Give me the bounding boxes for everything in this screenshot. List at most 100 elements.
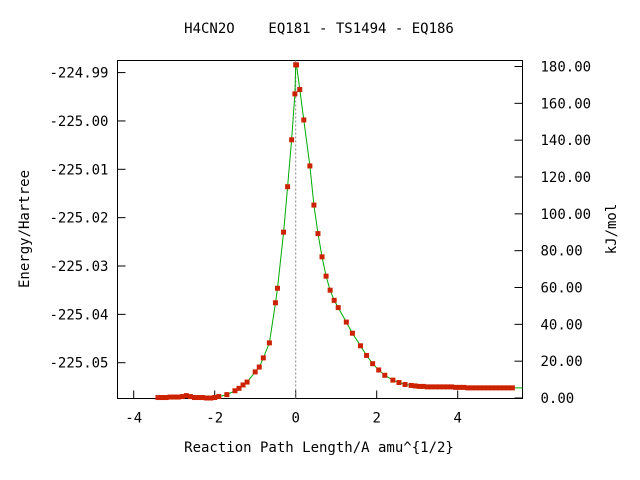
data-point xyxy=(396,380,402,386)
x-tick-label: 2 xyxy=(372,411,380,427)
data-point xyxy=(441,384,447,390)
data-point xyxy=(493,385,499,391)
data-point xyxy=(175,394,181,400)
data-point xyxy=(331,297,337,303)
data-point xyxy=(436,384,442,390)
data-point xyxy=(301,117,307,123)
data-point xyxy=(240,382,246,388)
data-point xyxy=(509,385,515,391)
data-point xyxy=(408,382,414,388)
data-point xyxy=(477,385,483,391)
data-point xyxy=(420,383,426,389)
plot-frame xyxy=(117,60,523,399)
y-right-tick-label: 0.00 xyxy=(541,391,575,407)
data-point xyxy=(204,395,210,401)
data-point xyxy=(171,394,177,400)
data-point xyxy=(481,385,487,391)
data-point xyxy=(335,305,341,311)
data-point xyxy=(191,395,197,401)
data-point xyxy=(216,394,222,400)
data-point xyxy=(285,184,291,190)
data-point xyxy=(297,87,303,93)
data-point xyxy=(485,385,491,391)
data-point xyxy=(449,384,455,390)
x-tick-label: -4 xyxy=(125,411,142,427)
data-point xyxy=(453,384,459,390)
x-tick-label: 4 xyxy=(453,411,461,427)
data-point xyxy=(432,384,438,390)
data-point xyxy=(315,231,321,237)
y-axis-right-label: kJ/mol xyxy=(604,204,620,255)
x-tick-label: 0 xyxy=(291,411,299,427)
data-point xyxy=(323,273,329,279)
data-point xyxy=(319,254,325,260)
y-right-tick-label: 100.00 xyxy=(541,207,592,223)
data-point xyxy=(473,385,479,391)
y-axis-left-label: Energy/Hartree xyxy=(17,170,33,288)
y-right-tick-label: 80.00 xyxy=(541,244,583,260)
data-point xyxy=(289,137,295,143)
data-point xyxy=(402,381,408,387)
data-point xyxy=(497,385,503,391)
data-point xyxy=(266,340,272,346)
y-left-tick-label: -224.99 xyxy=(49,66,108,82)
y-right-tick-label: 60.00 xyxy=(541,281,583,297)
data-point xyxy=(155,395,161,401)
x-axis: -4 -2 0 2 4 xyxy=(125,390,462,427)
data-point xyxy=(445,384,451,390)
data-point xyxy=(232,388,238,394)
y-right-tick-label: 180.00 xyxy=(541,60,592,76)
data-point xyxy=(424,384,430,390)
data-point xyxy=(349,330,355,336)
y-left-tick-label: -225.01 xyxy=(49,162,108,178)
energy-curve xyxy=(158,64,523,399)
data-point xyxy=(428,384,434,390)
y-right-tick-label: 40.00 xyxy=(541,317,583,333)
data-point xyxy=(292,91,298,97)
data-point xyxy=(327,287,333,293)
data-point xyxy=(212,395,218,401)
data-point xyxy=(457,384,463,390)
data-point xyxy=(416,383,422,389)
data-point xyxy=(163,395,169,401)
data-point xyxy=(370,361,376,367)
data-points xyxy=(155,62,515,401)
data-point xyxy=(179,394,185,400)
data-point xyxy=(274,285,280,291)
x-tick-label: -2 xyxy=(206,411,223,427)
y-left-tick-label: -225.04 xyxy=(49,307,108,323)
data-point xyxy=(307,163,313,169)
data-point xyxy=(252,369,258,375)
data-point xyxy=(260,355,266,361)
data-point xyxy=(200,395,206,401)
y-left-tick-label: -225.03 xyxy=(49,259,108,275)
data-point xyxy=(311,202,317,208)
data-point xyxy=(358,343,363,349)
data-point xyxy=(461,384,467,390)
data-point xyxy=(236,385,242,391)
data-point xyxy=(294,62,300,68)
data-point xyxy=(196,395,201,401)
data-point xyxy=(343,319,349,325)
data-point xyxy=(505,385,511,391)
data-point xyxy=(272,300,278,306)
data-point xyxy=(167,394,173,400)
data-point xyxy=(469,385,475,391)
y-axis-right: 0.00 20.00 40.00 60.00 80.00 100.00 120.00 140.… xyxy=(514,60,592,407)
data-point xyxy=(159,395,165,401)
data-point xyxy=(376,367,382,373)
x-axis-label: Reaction Path Length/A amu^{1/2} xyxy=(184,440,454,456)
data-point xyxy=(256,364,262,370)
data-point xyxy=(224,392,230,398)
data-point xyxy=(465,385,471,391)
y-left-tick-label: -225.02 xyxy=(49,211,108,227)
data-point xyxy=(382,372,388,378)
data-point xyxy=(183,393,189,399)
y-right-tick-label: 160.00 xyxy=(541,96,592,112)
data-point xyxy=(187,394,193,400)
y-right-tick-label: 140.00 xyxy=(541,133,592,149)
y-left-tick-label: -225.05 xyxy=(49,356,108,372)
chart-title: H4CN2O EQ181 - TS1494 - EQ186 xyxy=(184,21,454,37)
data-point xyxy=(489,385,495,391)
